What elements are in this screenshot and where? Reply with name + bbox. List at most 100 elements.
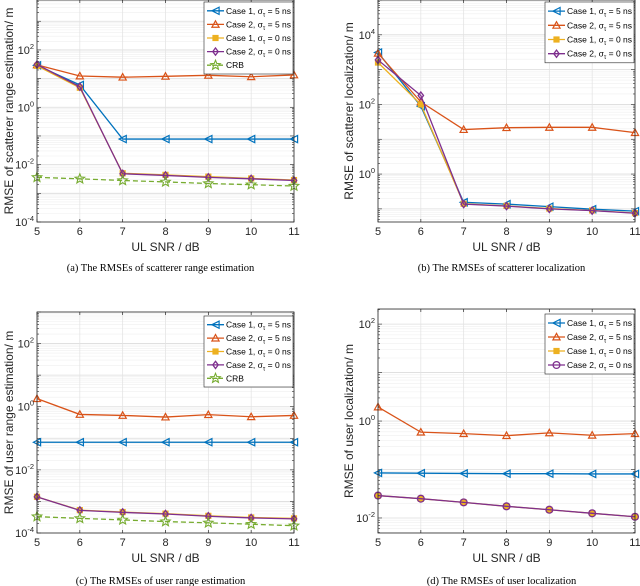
series-line	[36, 398, 295, 418]
legend-item: Case 1, στ = 0 ns	[207, 33, 291, 46]
legend-label-main: Case 2, σ	[226, 47, 264, 57]
marker-diamond	[552, 49, 561, 59]
marker-diamond	[211, 46, 220, 57]
y-tick-exponent: 0	[371, 166, 375, 175]
x-tick-label: 5	[34, 537, 40, 549]
marker-triangle-up	[160, 412, 171, 421]
marker-diamond	[460, 199, 468, 209]
x-tick-label: 9	[205, 537, 211, 549]
y-tick-label: 10-4	[15, 214, 34, 229]
marker-star	[202, 516, 215, 529]
x-tick-label: 6	[77, 537, 83, 549]
marker-triangle-up	[246, 411, 256, 421]
legend-label-subscript: τ	[263, 40, 266, 46]
legend-label-tail: = 0 ns	[606, 360, 632, 370]
x-tick-label: 10	[245, 537, 257, 549]
marker-triangle-left	[587, 469, 597, 479]
legend-label-subscript: τ	[604, 367, 607, 373]
legend-label-tail: = 0 ns	[265, 33, 291, 43]
series-line	[36, 515, 295, 527]
y-tick-exponent: 0	[30, 399, 34, 408]
marker-diamond	[417, 90, 425, 101]
legend-item: Case 2, στ = 5 ns	[207, 333, 291, 346]
legend-label: Case 1, στ = 5 ns	[567, 6, 632, 19]
x-tick-label: 11	[288, 226, 299, 238]
y-tick-base: 10	[359, 319, 371, 331]
marker-star	[116, 513, 129, 526]
y-axis-label: RMSE of scatterer localization/ m	[342, 22, 356, 199]
marker-triangle-up	[118, 72, 128, 81]
x-tick-label: 9	[205, 226, 211, 238]
y-axis-label: RMSE of scatterer range estimation/ m	[2, 8, 16, 215]
legend-label-tail: = 5 ns	[606, 318, 632, 328]
x-tick-label: 6	[418, 537, 424, 549]
legend-label-subscript: τ	[263, 366, 266, 372]
legend-item: CRB	[207, 58, 244, 71]
legend-label: Case 2, στ = 5 ns	[567, 20, 632, 33]
y-tick-base: 10	[18, 339, 30, 351]
marker-star	[209, 58, 222, 71]
marker-triangle-left	[551, 6, 561, 16]
marker-square	[553, 36, 560, 43]
legend-label-subscript: τ	[263, 12, 266, 18]
x-tick-label: 11	[629, 226, 640, 238]
marker-star	[116, 174, 129, 186]
marker-triangle-left	[551, 318, 561, 328]
marker-diamond	[502, 201, 511, 211]
legend-item: Case 1, στ = 5 ns	[207, 6, 291, 18]
marker-star	[245, 517, 258, 530]
legend-label-subscript: τ	[263, 26, 266, 32]
legend-label-main: Case 2, σ	[567, 49, 605, 59]
legend-label: CRB	[226, 373, 244, 383]
marker-triangle-left	[117, 437, 127, 447]
x-tick-label: 5	[375, 226, 381, 238]
legend-label-tail: = 0 ns	[265, 47, 291, 57]
marker-triangle-up	[587, 122, 597, 131]
marker-triangle-left	[203, 437, 213, 447]
legend-label-subscript: τ	[604, 353, 607, 359]
y-tick-exponent: 2	[371, 96, 375, 105]
x-tick-label: 8	[503, 226, 509, 238]
x-tick-label: 10	[586, 226, 598, 238]
x-tick-label: 8	[503, 537, 509, 549]
marker-circle	[502, 502, 511, 511]
x-tick-label: 8	[162, 537, 168, 549]
y-tick-label: 100	[359, 166, 375, 181]
legend-label-main: Case 2, σ	[226, 19, 264, 29]
marker-triangle-left	[246, 437, 256, 447]
series-case1_sigma5	[32, 437, 299, 447]
x-tick-label: 5	[34, 226, 40, 238]
marker-star	[73, 172, 86, 185]
axes-box	[36, 311, 295, 534]
y-axis-label: RMSE of user localization/ m	[342, 344, 356, 498]
marker-triangle-left	[501, 469, 511, 479]
marker-triangle-up	[210, 333, 221, 342]
marker-triangle-left	[458, 468, 468, 479]
x-tick-label: 6	[418, 226, 424, 238]
marker-triangle-up	[75, 71, 85, 80]
y-tick-base: 10	[15, 160, 27, 172]
marker-diamond	[247, 174, 255, 184]
legend-label: Case 2, στ = 0 ns	[226, 47, 291, 60]
legend-label-main: Case 1, σ	[567, 318, 605, 328]
x-axis-label: UL SNR / dB	[131, 551, 199, 565]
marker-star	[159, 175, 172, 188]
legend-label-tail: = 0 ns	[265, 347, 291, 357]
x-tick-label: 10	[245, 226, 257, 238]
marker-triangle-up	[203, 409, 213, 419]
marker-triangle-left	[246, 134, 256, 144]
series-line	[36, 176, 295, 187]
panel-caption: (a) The RMSEs of scatterer range estimat…	[67, 263, 255, 274]
marker-star	[73, 511, 86, 524]
x-tick-label: 7	[120, 537, 126, 549]
marker-square	[553, 347, 560, 355]
y-tick-label: 102	[359, 316, 375, 331]
y-tick-exponent: -4	[27, 214, 34, 223]
legend-label-tail: = 0 ns	[606, 346, 632, 356]
legend-label-main: Case 1, σ	[226, 33, 264, 43]
legend-label-tail: = 5 ns	[606, 332, 632, 342]
marker-triangle-up	[551, 332, 562, 341]
